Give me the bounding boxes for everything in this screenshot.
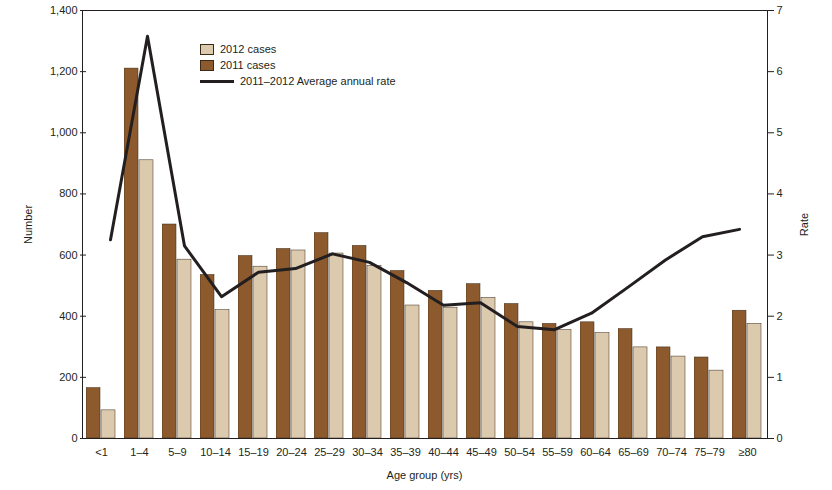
svg-text:45–49: 45–49 [466,446,497,458]
svg-text:4: 4 [777,187,783,199]
svg-text:200: 200 [59,371,77,383]
svg-text:1–4: 1–4 [130,446,148,458]
svg-text:30–34: 30–34 [352,446,383,458]
svg-text:25–29: 25–29 [314,446,345,458]
svg-text:5: 5 [777,126,783,138]
svg-text:75–79: 75–79 [694,446,725,458]
svg-text:20–24: 20–24 [276,446,307,458]
svg-text:400: 400 [59,310,77,322]
svg-text:7: 7 [777,4,783,16]
svg-text:3: 3 [777,249,783,261]
svg-text:800: 800 [59,187,77,199]
svg-text:Number: Number [22,205,34,244]
svg-text:600: 600 [59,249,77,261]
svg-text:60–64: 60–64 [580,446,611,458]
svg-text:0: 0 [71,432,77,444]
svg-text:35–39: 35–39 [390,446,421,458]
svg-text:1,400: 1,400 [50,4,78,16]
svg-text:15–19: 15–19 [238,446,269,458]
svg-text:2: 2 [777,310,783,322]
svg-text:55–59: 55–59 [542,446,573,458]
html-text:2011 cases: 2011 cases [220,59,276,71]
svg-text:0: 0 [777,432,783,444]
svg-text:50–54: 50–54 [504,446,535,458]
svg-text:40–44: 40–44 [428,446,459,458]
svg-text:1: 1 [777,371,783,383]
svg-text:1,200: 1,200 [50,65,78,77]
svg-text:Rate: Rate [798,213,810,236]
html-text:2012 cases: 2012 cases [220,43,277,55]
svg-text:<1: <1 [95,446,108,458]
svg-text:1,000: 1,000 [50,126,78,138]
svg-text:65–69: 65–69 [618,446,649,458]
svg-text:Age group (yrs): Age group (yrs) [387,469,463,481]
svg-text:6: 6 [777,65,783,77]
svg-text:≥80: ≥80 [738,446,756,458]
svg-text:5–9: 5–9 [168,446,186,458]
svg-text:70–74: 70–74 [656,446,687,458]
html-text:2011–2012 Average annual rate: 2011–2012 Average annual rate [240,75,396,87]
svg-text:10–14: 10–14 [200,446,231,458]
